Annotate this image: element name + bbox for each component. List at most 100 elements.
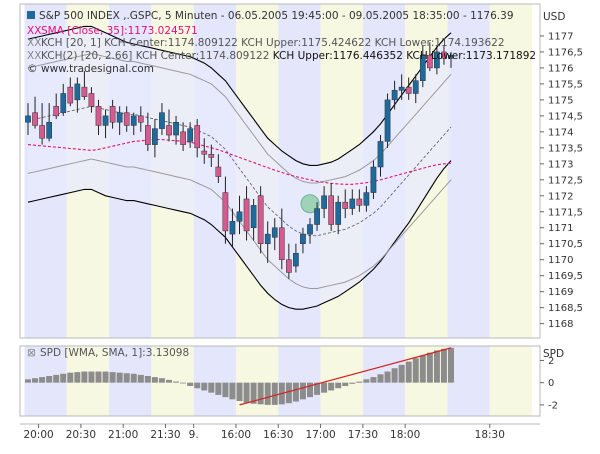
price-tick-label: 1171,5 [548,207,583,218]
spd-bar [180,382,187,384]
candle-body [173,122,179,136]
keltner-channel-fill [28,26,451,310]
spd-bar [32,378,39,383]
time-band-spd [193,346,236,416]
candle-body [123,112,130,126]
candle-body [187,128,194,142]
spd-panel-frame [19,345,541,417]
spd-bar [208,382,215,393]
spd-bar [405,361,412,383]
spd-bar [307,382,313,398]
price-tick-label: 1170 [548,255,573,266]
candle-body [159,112,165,129]
spd-tick-label: 0 [548,378,554,389]
spd-bar [194,382,201,389]
candle-body [264,233,271,244]
candle-body [109,106,116,123]
candle-body [335,201,342,225]
candle-body [391,90,398,101]
candle-body [60,93,67,113]
candle-body [307,224,313,235]
candle-body [314,208,320,225]
spd-bar [250,382,257,404]
candle-body [194,125,201,149]
spd-bar [88,371,95,383]
spd-bar [419,355,426,383]
candle-body [95,106,102,126]
price-tick-label: 1171 [548,223,573,234]
spd-legend-marker: ⊠ [27,347,36,359]
spd-bar [201,382,208,391]
price-tick-label: 1175,5 [548,79,583,90]
candle-body [208,153,215,158]
legend-series-swatch [27,11,35,19]
sma-marker: XX [27,25,41,37]
spd-bar [81,371,88,383]
candle-body [405,86,412,94]
candle-body [137,115,144,123]
candle-body [236,211,243,222]
price-tick-label: 1169,5 [548,271,583,282]
sma-legend: SMA [Close, 35]:1173.024571 [41,25,198,37]
price-tick-label: 1168 [548,319,573,330]
spd-bar [426,352,433,383]
price-tick-label: 1175 [548,95,573,106]
spd-bar [349,382,356,384]
candle-body [412,80,419,94]
copyright-icon: © [27,63,38,75]
time-band-price [489,4,533,338]
candle-body [377,141,384,168]
candle-body [427,54,433,69]
spd-bar [39,377,46,383]
time-tick-label: 9. [189,429,199,441]
spd-bar [123,373,130,383]
candle-body [328,195,334,225]
candle-body [342,201,349,209]
spd-bar [215,382,222,395]
candle-body [398,86,405,91]
spd-bar [151,377,158,383]
spd-bar [158,378,165,383]
spd-bar [137,374,144,383]
spd-bar [384,371,391,383]
spd-unit-label: SPD [543,348,564,360]
price-tick-label: 1173 [548,159,573,170]
spd-bar [130,373,137,383]
candle-body [201,150,208,155]
price-tick-label: 1174,5 [548,111,583,122]
source-link[interactable]: www.tradesignal.com [41,63,154,75]
price-tick-label: 1174 [548,127,573,138]
time-tick-label: 20:30 [66,429,96,441]
kch2-legend-prefix: KCH(2) [20, 2.66] KCH Center:1174.809122 [41,50,273,62]
spd-bar [222,382,229,398]
time-band-spd [66,346,110,416]
spd-bar [187,382,194,386]
candle-body [293,253,299,267]
candle-body [215,166,222,177]
price-tick-label: 1176 [548,63,573,74]
spd-bar [74,372,81,383]
candle-body [130,115,137,126]
spd-bar [67,372,74,383]
kch2-marker: XX [27,50,41,62]
spd-bar [356,381,363,383]
spd-bar [229,382,236,400]
price-tick-label: 1176,5 [548,47,583,58]
price-tick-label: 1177 [548,31,573,42]
spd-bar [25,379,31,383]
spd-bar [285,382,292,404]
candle-body [152,128,158,145]
time-band-spd [489,346,533,416]
time-band-spd [24,346,67,416]
spd-bar [257,382,264,405]
candle-body [271,227,278,238]
candle-body [286,259,292,273]
spd-bar [264,382,271,405]
price-tick-label: 1168,5 [548,303,583,314]
chart-title: S&P 500 INDEX ,.GSPC, 5 Minuten - 06.05.… [39,10,514,22]
spd-bar [95,371,102,383]
spd-bar [391,368,398,383]
kch2-legend: KCH(2) [20, 2.66] KCH Center:1174.809122… [41,50,536,62]
candle-body [81,86,88,97]
spd-bar [236,382,243,401]
